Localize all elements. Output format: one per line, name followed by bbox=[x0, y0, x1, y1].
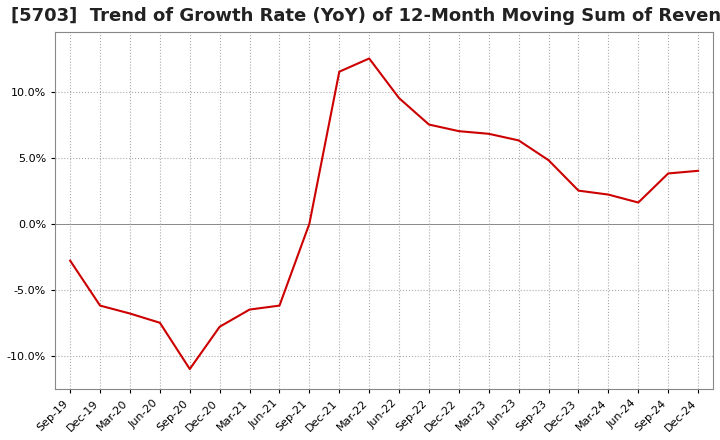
Title: [5703]  Trend of Growth Rate (YoY) of 12-Month Moving Sum of Revenues: [5703] Trend of Growth Rate (YoY) of 12-… bbox=[12, 7, 720, 25]
